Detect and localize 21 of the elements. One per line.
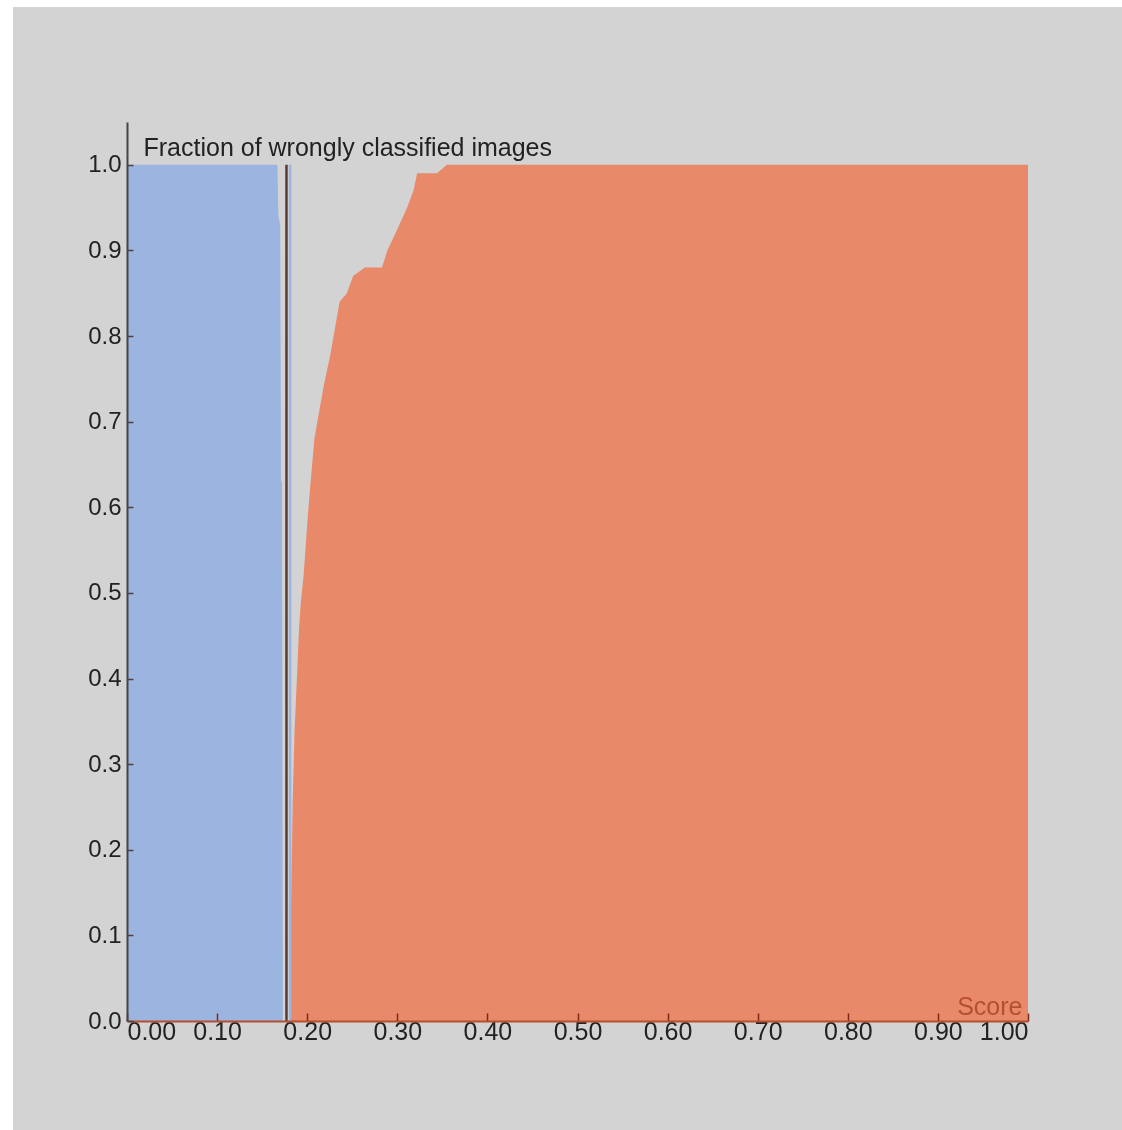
x-tick-label: 0.00 [127, 1016, 177, 1045]
x-tick-label: 0.80 [823, 1016, 873, 1045]
y-axis-title: Fraction of wrongly classified images [143, 132, 552, 161]
x-tick-label: 0.20 [283, 1016, 333, 1045]
y-tick-label: 0.1 [88, 920, 122, 948]
x-tick-label: 0.40 [463, 1016, 513, 1045]
x-tick-label: 0.60 [643, 1016, 693, 1045]
y-tick-label: 0.5 [88, 578, 122, 606]
y-tick-label: 0.3 [88, 749, 122, 777]
y-tick-label: 0.0 [88, 1006, 122, 1034]
x-tick-label: 0.10 [193, 1016, 242, 1045]
x-tick-label: 0.70 [733, 1016, 783, 1045]
y-tick-label: 0.7 [88, 407, 122, 435]
y-tick-label: 0.6 [88, 492, 122, 520]
x-tick-label: 0.50 [553, 1016, 603, 1045]
y-tick-label: 0.2 [88, 835, 122, 863]
y-tick-label: 0.8 [88, 321, 122, 349]
y-tick-label: 0.9 [88, 235, 122, 263]
y-tick-label: 0.4 [88, 664, 122, 692]
y-tick-label: 1.0 [88, 150, 122, 178]
x-tick-label: 0.30 [373, 1016, 423, 1045]
